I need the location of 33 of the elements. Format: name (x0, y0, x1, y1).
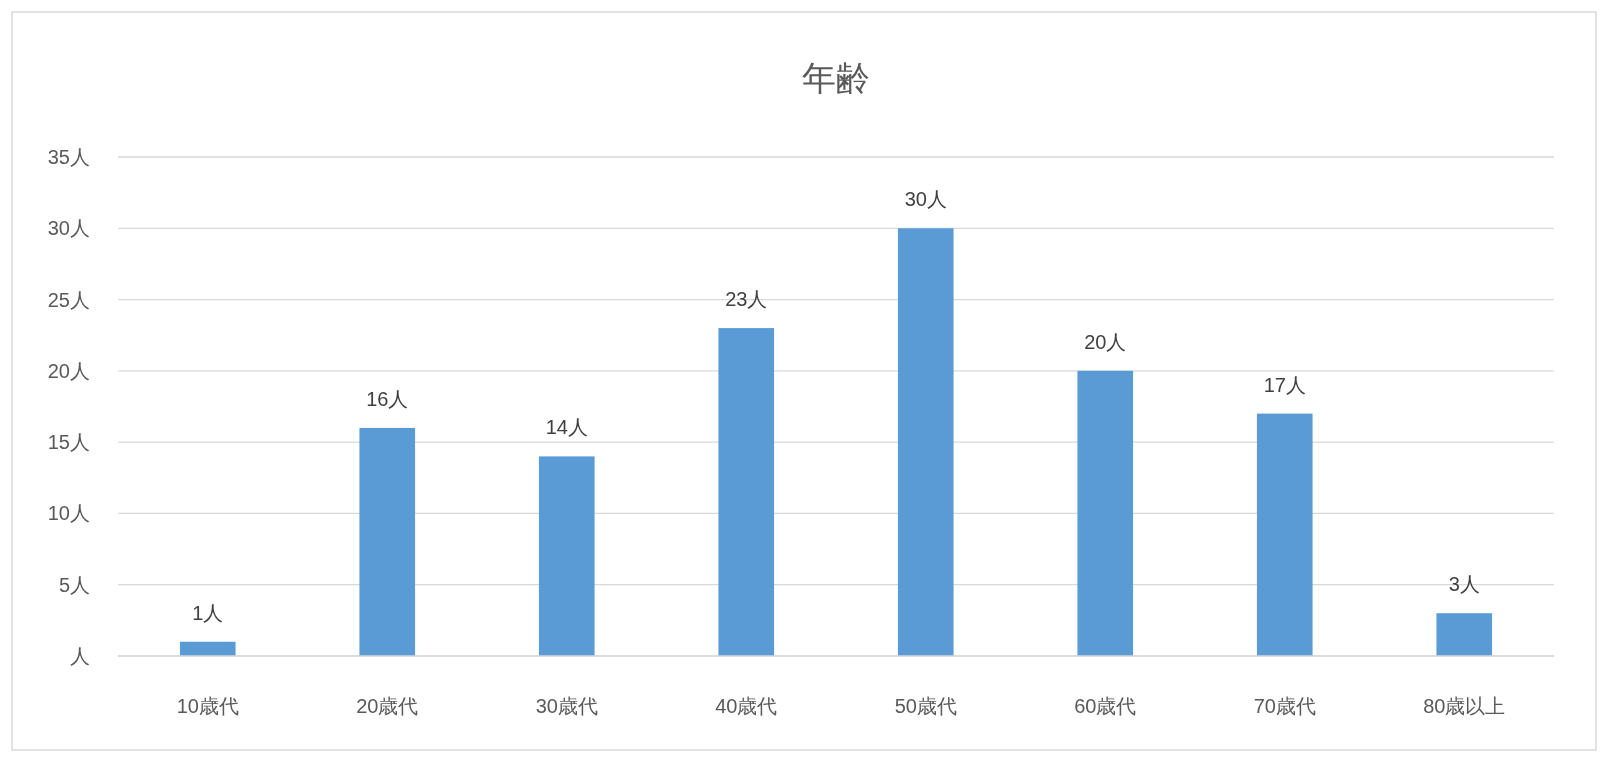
y-tick-label: 20人 (47, 359, 90, 382)
data-label: 1人 (192, 601, 224, 624)
data-label: 30人 (904, 188, 947, 211)
y-tick-label: 35人 (47, 146, 90, 168)
data-label: 17人 (1263, 373, 1306, 396)
x-tick-label: 70歳代 (1253, 695, 1316, 717)
y-tick-label: 15人 (47, 431, 90, 454)
y-tick-label: 5人 (58, 573, 90, 596)
x-tick-label: 20歳代 (356, 695, 419, 717)
x-tick-label: 80歳以上 (1423, 695, 1506, 717)
bar (897, 228, 954, 656)
chart-title: 年齢 (802, 59, 870, 97)
x-tick-label: 50歳代 (894, 695, 957, 717)
bar (359, 427, 416, 656)
x-tick-label: 60歳代 (1074, 695, 1137, 717)
bar (1256, 413, 1313, 656)
data-label: 23人 (725, 288, 768, 311)
bar (1077, 370, 1134, 656)
x-tick-label: 10歳代 (176, 695, 239, 717)
data-label: 14人 (545, 416, 588, 439)
x-tick-label: 40歳代 (715, 695, 778, 717)
bar (179, 641, 236, 656)
data-label: 16人 (366, 387, 409, 410)
y-tick-label: 人 (70, 645, 90, 667)
y-tick-label: 10人 (47, 502, 90, 525)
data-label: 20人 (1084, 330, 1127, 353)
y-tick-label: 30人 (47, 217, 90, 240)
bar (1436, 613, 1493, 656)
bar (718, 328, 775, 656)
bar (538, 456, 595, 656)
y-tick-label: 25人 (47, 288, 90, 311)
data-label: 3人 (1448, 573, 1480, 596)
x-tick-label: 30歳代 (535, 695, 598, 717)
